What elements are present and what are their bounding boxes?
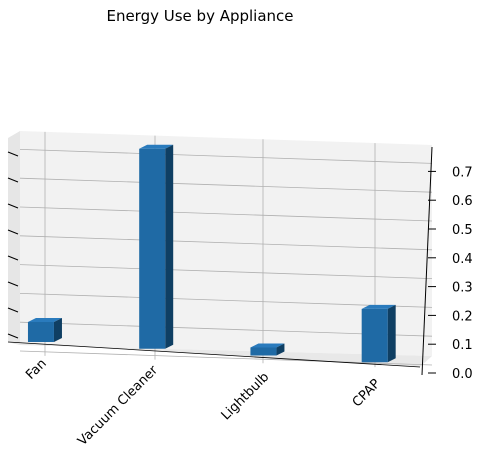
z-tick-label: 0.4 (452, 252, 473, 267)
bar-side (387, 304, 396, 363)
left-tick (7, 255, 19, 261)
bar-side (276, 343, 285, 356)
bar-top (139, 144, 174, 149)
x-tick-label: Lightbulb (219, 370, 273, 424)
bar (139, 144, 174, 349)
bar (361, 304, 396, 363)
bar (27, 318, 62, 342)
bar (250, 343, 285, 356)
grid-line (19, 177, 433, 193)
grid-line (19, 235, 433, 251)
bar-side (165, 144, 174, 349)
chart-ticks: 0.0 0.1 0.2 0.3 0.4 0.5 0.6 0.7 (7, 146, 473, 382)
z-tick-label: 0.0 (452, 367, 473, 382)
bar-top (27, 318, 62, 322)
z-tick-label: 0.7 (452, 165, 473, 180)
chart-title: Energy Use by Appliance (106, 7, 294, 25)
grid-line (19, 149, 433, 164)
bar-front (250, 347, 277, 356)
z-tick-label: 0.3 (452, 281, 473, 296)
bar-top (361, 304, 396, 309)
z-axis-line (421, 146, 433, 376)
left-tick (7, 203, 19, 209)
bar-front (27, 322, 54, 342)
z-tick-label: 0.2 (452, 309, 473, 324)
left-tick (7, 281, 19, 287)
grid-line (19, 206, 433, 222)
bar-front (361, 308, 388, 363)
floor-edge (7, 341, 421, 368)
grid-line (19, 293, 433, 308)
x-tick-label: CPAP (350, 376, 384, 410)
z-tick-label: 0.5 (452, 223, 473, 238)
z-tick-label: 0.1 (452, 338, 473, 353)
left-tick (7, 229, 19, 235)
back-pane (20, 131, 432, 356)
grid-line (19, 264, 433, 279)
bar-top (250, 343, 285, 348)
bar-front (139, 148, 166, 349)
chart-grid (7, 131, 433, 368)
bar-side (53, 318, 62, 342)
grid-line (19, 350, 433, 366)
x-tick-label: Vacuum Cleaner (75, 363, 161, 449)
z-tick-label: 0.6 (452, 194, 473, 209)
left-tick (7, 307, 19, 313)
x-tick-label: Fan (23, 356, 50, 383)
chart-bars (27, 144, 396, 363)
left-tick (7, 177, 19, 183)
chart-x-labels: Fan Vacuum Cleaner Lightbulb CPAP (23, 356, 383, 449)
left-tick (7, 333, 19, 339)
left-tick (7, 151, 19, 157)
chart-panes (8, 131, 432, 367)
side-pane (8, 131, 20, 345)
